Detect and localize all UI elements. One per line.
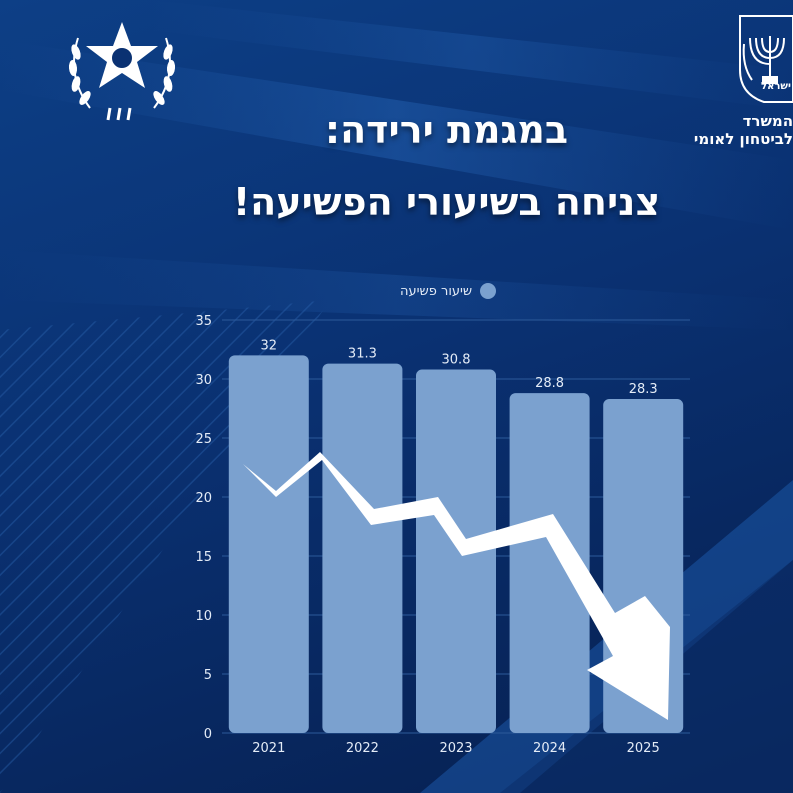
police-star-emblem-icon <box>68 22 176 121</box>
bar <box>322 363 403 733</box>
ministry-line-2: לביטחון לאומי <box>693 130 793 148</box>
y-tick-label: 10 <box>195 609 212 624</box>
data-label: 30.8 <box>442 353 471 368</box>
headline-line-1: במגמת ירידה: <box>324 108 569 152</box>
headline-line-2: צניחה בשיעורי הפשיעה! <box>232 180 661 224</box>
emblem-text: ישראל <box>761 81 791 92</box>
x-tick-label: 2021 <box>252 741 285 756</box>
svg-text:ישראל: ישראל <box>761 81 791 92</box>
bar <box>416 369 496 733</box>
y-tick-label: 30 <box>195 373 212 388</box>
down-trend-arrow-icon <box>243 452 670 720</box>
data-label: 28.3 <box>629 382 658 397</box>
legend-label: שיעור פשיעה <box>400 283 473 299</box>
y-tick-label: 15 <box>195 550 212 565</box>
x-tick-label: 2023 <box>439 741 472 756</box>
ministry-line-1: המשרד <box>742 112 793 130</box>
chart-bars <box>228 355 684 733</box>
state-emblem-menorah-icon <box>739 15 793 103</box>
y-tick-label: 25 <box>195 432 212 447</box>
x-tick-label: 2024 <box>533 741 566 756</box>
data-label: 31.3 <box>348 347 377 362</box>
legend-swatch <box>480 283 497 299</box>
chart-data-labels: 32 31.3 30.8 28.8 28.3 <box>261 338 658 397</box>
y-tick-label: 35 <box>195 314 212 329</box>
x-tick-label: 2025 <box>627 741 660 756</box>
y-tick-label: 0 <box>204 727 212 742</box>
data-label: 32 <box>261 338 278 353</box>
x-tick-label: 2022 <box>346 741 379 756</box>
chart-legend: שיעור פשיעה <box>400 281 497 301</box>
ministry-name: המשרד לביטחון לאומי <box>663 112 793 148</box>
y-tick-label: 5 <box>204 668 212 683</box>
data-label: 28.8 <box>535 376 564 391</box>
bar <box>509 393 590 733</box>
bar <box>228 355 309 733</box>
y-tick-label: 20 <box>195 491 212 506</box>
